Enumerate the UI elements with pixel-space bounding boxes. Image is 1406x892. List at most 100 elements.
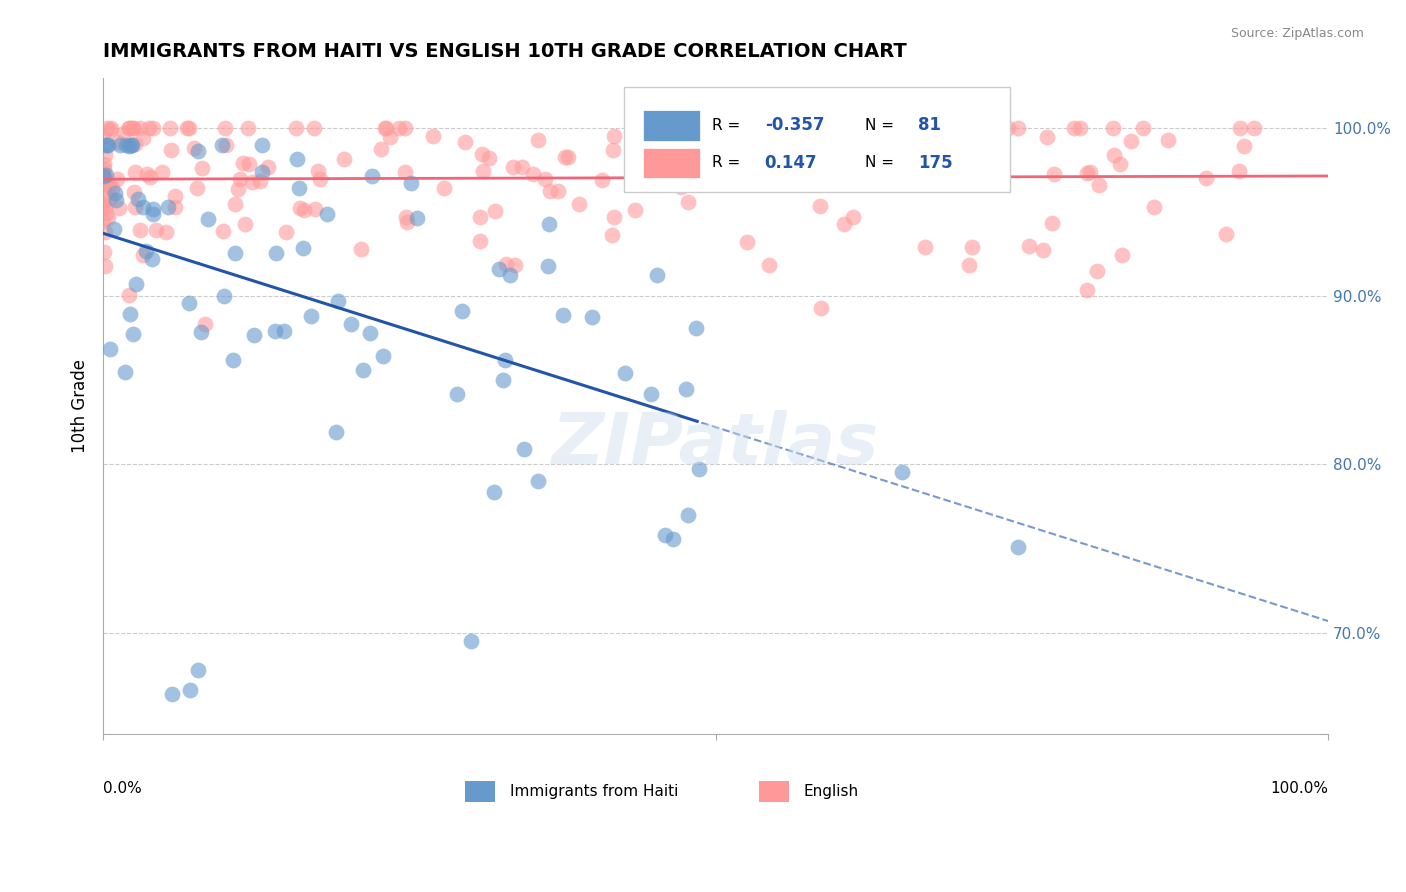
Point [422, 129, 444, 144]
Point [325, 425, 347, 439]
Point [292, 241, 315, 255]
Point [547, 184, 569, 198]
Point [107, 136, 129, 150]
Point [1078, 165, 1101, 179]
Point [302, 121, 325, 136]
Point [1233, 138, 1256, 153]
Text: 100.0%: 100.0% [1270, 780, 1329, 796]
Point [536, 260, 558, 274]
Point [568, 196, 591, 211]
Point [374, 121, 396, 136]
Point [361, 169, 384, 184]
Point [93, 169, 115, 184]
Point [553, 308, 575, 322]
Point [105, 193, 128, 207]
Point [307, 163, 329, 178]
Point [118, 139, 141, 153]
Point [326, 293, 349, 308]
Point [394, 121, 416, 136]
Point [273, 324, 295, 338]
Point [124, 165, 146, 179]
Point [194, 318, 217, 332]
Point [557, 150, 579, 164]
Point [179, 682, 201, 697]
Point [710, 128, 733, 143]
Point [842, 121, 865, 136]
Point [118, 121, 141, 136]
Point [661, 533, 683, 547]
Point [484, 485, 506, 500]
Point [100, 180, 122, 194]
Point [1132, 121, 1154, 136]
Point [645, 268, 668, 283]
Text: Source: ZipAtlas.com: Source: ZipAtlas.com [1230, 27, 1364, 40]
Point [1018, 238, 1040, 252]
Point [742, 121, 765, 136]
Point [252, 165, 274, 179]
Point [242, 328, 264, 343]
Point [100, 342, 122, 356]
Text: Immigrants from Haiti: Immigrants from Haiti [510, 784, 678, 799]
Point [450, 304, 472, 318]
Point [340, 318, 363, 332]
Point [93, 148, 115, 162]
Point [129, 223, 152, 237]
Point [495, 257, 517, 271]
Point [1085, 264, 1108, 278]
Point [1102, 121, 1125, 136]
Point [285, 152, 308, 166]
Point [98, 191, 121, 205]
Point [1229, 121, 1251, 136]
Text: N =: N = [865, 155, 898, 170]
Point [128, 121, 150, 136]
Text: -0.357: -0.357 [765, 117, 824, 135]
Point [669, 180, 692, 194]
FancyBboxPatch shape [464, 781, 495, 803]
Point [93, 177, 115, 191]
Point [1007, 121, 1029, 136]
Point [460, 634, 482, 648]
Point [94, 259, 117, 273]
Text: 0.147: 0.147 [765, 153, 817, 172]
Point [118, 287, 141, 301]
Point [187, 663, 209, 677]
Point [187, 145, 209, 159]
Point [513, 442, 536, 457]
Point [150, 164, 173, 178]
Point [264, 245, 287, 260]
Point [734, 121, 756, 136]
Point [862, 171, 884, 186]
Point [186, 181, 208, 195]
Point [965, 132, 987, 146]
Point [236, 121, 259, 136]
Point [1111, 248, 1133, 262]
Point [232, 156, 254, 170]
Point [233, 218, 256, 232]
Point [735, 235, 758, 250]
Point [914, 240, 936, 254]
Point [288, 181, 311, 195]
Point [537, 217, 560, 231]
Point [370, 142, 392, 156]
Point [122, 121, 145, 136]
Point [211, 137, 233, 152]
Point [238, 156, 260, 170]
Point [94, 225, 117, 239]
Point [96, 121, 118, 136]
Point [97, 211, 120, 225]
Point [299, 309, 322, 323]
Point [929, 121, 952, 136]
Point [91, 130, 114, 145]
Point [107, 201, 129, 215]
Point [503, 258, 526, 272]
Point [124, 200, 146, 214]
Point [138, 121, 160, 136]
Point [352, 363, 374, 377]
Point [242, 175, 264, 189]
Point [91, 196, 114, 211]
Point [602, 228, 624, 243]
Text: ZIPatlas: ZIPatlas [553, 410, 879, 479]
Point [1227, 163, 1250, 178]
Point [1215, 227, 1237, 242]
Point [1076, 283, 1098, 297]
